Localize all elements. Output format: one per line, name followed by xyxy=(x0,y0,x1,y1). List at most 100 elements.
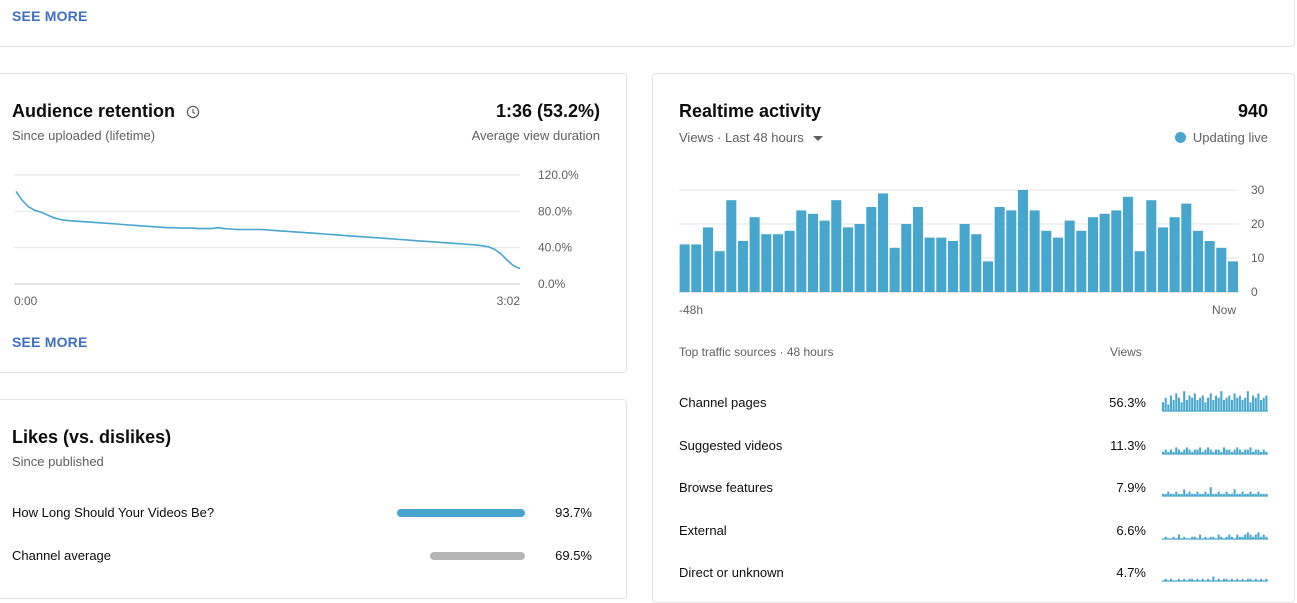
sparkline-bar xyxy=(1238,395,1241,411)
realtime-bar[interactable] xyxy=(1146,200,1157,292)
sparkline-bar xyxy=(1185,446,1188,454)
realtime-bar[interactable] xyxy=(1041,230,1052,292)
clock-icon[interactable] xyxy=(186,105,200,119)
realtime-bar[interactable] xyxy=(1006,210,1017,292)
sparkline-bar xyxy=(1193,393,1196,411)
realtime-bar[interactable] xyxy=(1122,196,1133,292)
realtime-bar[interactable] xyxy=(1017,190,1028,292)
realtime-bar[interactable] xyxy=(1029,210,1040,292)
sparkline-bar xyxy=(1164,493,1167,496)
realtime-bar[interactable] xyxy=(819,220,830,292)
sparkline-bar xyxy=(1193,449,1196,454)
realtime-bar[interactable] xyxy=(959,224,970,292)
sparkline-bar xyxy=(1204,402,1207,411)
sparkline-bar xyxy=(1252,493,1255,496)
sparkline-bar xyxy=(1183,391,1186,411)
realtime-bar[interactable] xyxy=(1227,261,1238,292)
sparkline-bar xyxy=(1183,449,1186,454)
traffic-source-label[interactable]: External xyxy=(679,522,727,538)
realtime-x-tick: Now xyxy=(1212,303,1236,317)
realtime-bar[interactable] xyxy=(1192,230,1203,292)
realtime-bar[interactable] xyxy=(889,247,900,292)
sparkline-bar xyxy=(1207,397,1210,411)
realtime-bar[interactable] xyxy=(1087,217,1098,292)
realtime-bar[interactable] xyxy=(1204,241,1215,292)
realtime-bar[interactable] xyxy=(831,200,842,292)
realtime-bar[interactable] xyxy=(982,261,993,292)
realtime-chart: 30 20 10 0 -48h Now xyxy=(679,180,1289,320)
realtime-bar[interactable] xyxy=(1157,227,1168,292)
sparkline-bar xyxy=(1257,449,1260,454)
realtime-bar[interactable] xyxy=(842,227,853,292)
sparkline-bar xyxy=(1228,395,1231,411)
realtime-total-views: 940 xyxy=(1237,101,1268,121)
sparkline-bar xyxy=(1212,493,1215,496)
sparkline-bar xyxy=(1201,493,1204,496)
realtime-bar[interactable] xyxy=(714,251,725,292)
sparkline-bar xyxy=(1172,400,1175,411)
sparkline-bar xyxy=(1233,449,1236,454)
sparkline-bar xyxy=(1180,451,1183,454)
traffic-source-label[interactable]: Direct or unknown xyxy=(679,565,784,580)
sparkline-bar xyxy=(1236,534,1239,539)
likes-title: Likes (vs. dislikes) xyxy=(12,427,172,447)
realtime-bar[interactable] xyxy=(994,207,1005,292)
sparkline-bar xyxy=(1257,393,1260,411)
realtime-bar[interactable] xyxy=(796,210,807,292)
traffic-source-sparkline xyxy=(1162,387,1268,413)
sparkline-bar xyxy=(1209,487,1212,496)
sparkline-bar xyxy=(1254,397,1257,411)
realtime-bar[interactable] xyxy=(807,213,818,292)
realtime-bar[interactable] xyxy=(901,224,912,292)
realtime-bar[interactable] xyxy=(1076,230,1087,292)
sparkline-bar xyxy=(1238,536,1241,539)
realtime-bar[interactable] xyxy=(877,193,888,292)
realtime-bar[interactable] xyxy=(772,234,783,292)
realtime-bar[interactable] xyxy=(912,207,923,292)
realtime-bar[interactable] xyxy=(854,224,865,292)
realtime-bar[interactable] xyxy=(924,237,935,292)
sparkline-bar xyxy=(1191,397,1194,411)
caret-down-icon xyxy=(813,136,824,142)
sparkline-bar xyxy=(1196,491,1199,496)
realtime-bar[interactable] xyxy=(679,244,690,292)
sparkline-bar xyxy=(1225,449,1228,454)
sparkline-bar xyxy=(1177,578,1180,581)
sparkline-bar xyxy=(1217,534,1220,539)
sparkline-bar xyxy=(1199,446,1202,454)
traffic-source-label[interactable]: Browse features xyxy=(679,480,773,495)
realtime-bar[interactable] xyxy=(1169,217,1180,292)
realtime-bar[interactable] xyxy=(1216,247,1227,292)
realtime-bar[interactable] xyxy=(971,234,982,292)
sparkline-bar xyxy=(1252,536,1255,539)
realtime-bar[interactable] xyxy=(726,200,737,292)
traffic-source-label[interactable]: Channel pages xyxy=(679,395,767,410)
likes-row-value: 93.7% xyxy=(555,505,592,520)
realtime-bar[interactable] xyxy=(1099,213,1110,292)
realtime-bar[interactable] xyxy=(702,227,713,292)
realtime-bar[interactable] xyxy=(1052,237,1063,292)
sparkline-bar xyxy=(1180,402,1183,411)
retention-see-more-link[interactable]: SEE MORE xyxy=(12,334,88,350)
top-see-more-link[interactable]: SEE MORE xyxy=(12,8,88,24)
views-column-header: Views xyxy=(1110,345,1142,359)
sparkline-bar xyxy=(1265,395,1268,411)
sparkline-bar xyxy=(1177,534,1180,539)
sparkline-bar xyxy=(1260,536,1263,539)
realtime-bar[interactable] xyxy=(1064,220,1075,292)
realtime-bar[interactable] xyxy=(936,237,947,292)
realtime-bar[interactable] xyxy=(1111,210,1122,292)
realtime-filter-dropdown[interactable]: Views · Last 48 hours xyxy=(679,130,824,145)
retention-x-tick: 3:02 xyxy=(497,294,521,308)
sparkline-bar xyxy=(1209,536,1212,539)
realtime-bar[interactable] xyxy=(737,241,748,292)
realtime-bar[interactable] xyxy=(749,217,760,292)
realtime-bar[interactable] xyxy=(947,241,958,292)
realtime-bar[interactable] xyxy=(784,230,795,292)
realtime-bar[interactable] xyxy=(761,234,772,292)
realtime-bar[interactable] xyxy=(866,207,877,292)
realtime-bar[interactable] xyxy=(1181,203,1192,292)
traffic-source-label[interactable]: Suggested videos xyxy=(679,437,783,453)
realtime-bar[interactable] xyxy=(691,244,702,292)
realtime-bar[interactable] xyxy=(1134,251,1145,292)
